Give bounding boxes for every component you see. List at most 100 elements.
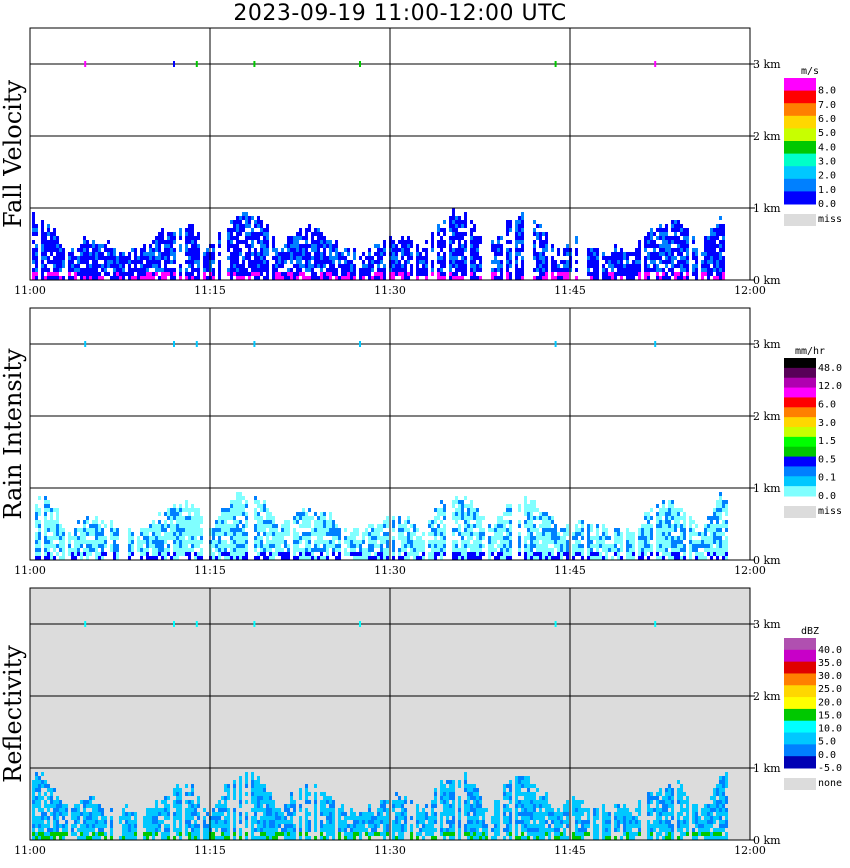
echo-cell [458, 836, 461, 840]
echo-cell [674, 528, 677, 532]
echo-cell [545, 268, 548, 272]
echo-cell [503, 828, 506, 832]
echo-cell [656, 504, 659, 508]
echo-cell [197, 816, 200, 820]
echo-cell [410, 268, 413, 272]
echo-cell [191, 828, 194, 832]
echo-cell [83, 524, 86, 528]
echo-cell [710, 248, 713, 252]
echo-cell [260, 828, 263, 832]
echo-cell [545, 520, 548, 524]
echo-cell [179, 528, 182, 532]
echo-cell [194, 824, 197, 828]
echo-cell [35, 820, 38, 824]
echo-cell [653, 268, 656, 272]
echo-cell [227, 228, 230, 232]
echo-cell [452, 792, 455, 796]
echo-cell [302, 248, 305, 252]
echo-cell [509, 836, 512, 840]
echo-cell [119, 820, 122, 824]
echo-cell [260, 832, 263, 836]
echo-cell [347, 824, 350, 828]
echo-cell [398, 836, 401, 840]
echo-cell [272, 804, 275, 808]
legend-swatch [784, 377, 816, 389]
echo-cell [269, 548, 272, 552]
echo-cell [275, 528, 278, 532]
echo-cell [179, 820, 182, 824]
echo-cell [659, 276, 662, 280]
echo-cell [194, 540, 197, 544]
echo-cell [356, 828, 359, 832]
echo-cell [380, 816, 383, 820]
echo-cell [233, 260, 236, 264]
echo-cell [326, 260, 329, 264]
echo-cell [443, 512, 446, 516]
echo-cell [146, 828, 149, 832]
echo-cell [473, 508, 476, 512]
echo-cell [713, 552, 716, 556]
echo-cell [65, 832, 68, 836]
echo-cell [83, 268, 86, 272]
echo-cell [449, 780, 452, 784]
echo-cell [233, 256, 236, 260]
echo-cell [503, 816, 506, 820]
echo-cell [308, 228, 311, 232]
echo-cell [476, 268, 479, 272]
echo-cell [263, 788, 266, 792]
echo-cell [689, 528, 692, 532]
y-tick-label: 0 km [753, 554, 781, 567]
echo-cell [515, 248, 518, 252]
echo-cell [533, 240, 536, 244]
echo-cell [482, 528, 485, 532]
echo-cell [719, 224, 722, 228]
echo-cell [233, 816, 236, 820]
echo-cell [134, 820, 137, 824]
echo-cell [458, 260, 461, 264]
echo-cell [143, 832, 146, 836]
echo-cell [203, 260, 206, 264]
echo-cell [614, 548, 617, 552]
echo-cell [83, 532, 86, 536]
echo-cell [506, 224, 509, 228]
echo-cell [230, 544, 233, 548]
echo-cell [56, 544, 59, 548]
echo-cell [290, 816, 293, 820]
echo-cell [311, 272, 314, 276]
echo-cell [551, 260, 554, 264]
echo-cell [566, 544, 569, 548]
echo-cell [257, 800, 260, 804]
echo-cell [41, 268, 44, 272]
echo-cell [182, 548, 185, 552]
echo-cell [158, 248, 161, 252]
echo-cell [410, 536, 413, 540]
echo-cell [458, 248, 461, 252]
echo-cell [602, 276, 605, 280]
echo-cell [275, 532, 278, 536]
echo-cell [251, 232, 254, 236]
echo-cell [194, 508, 197, 512]
echo-cell [401, 800, 404, 804]
echo-cell [227, 236, 230, 240]
echo-cell [257, 824, 260, 828]
echo-cell [410, 264, 413, 268]
echo-cell [47, 508, 50, 512]
echo-cell [500, 264, 503, 268]
echo-cell [491, 536, 494, 540]
echo-cell [164, 828, 167, 832]
echo-cell [542, 532, 545, 536]
echo-cell [695, 272, 698, 276]
echo-cell [185, 824, 188, 828]
echo-cell [374, 540, 377, 544]
echo-cell [38, 532, 41, 536]
echo-cell [515, 232, 518, 236]
echo-cell [56, 276, 59, 280]
echo-cell [236, 528, 239, 532]
echo-cell [494, 532, 497, 536]
echo-cell [431, 544, 434, 548]
echo-cell [77, 260, 80, 264]
echo-cell [398, 272, 401, 276]
echo-cell [530, 544, 533, 548]
echo-cell [527, 532, 530, 536]
echo-cell [38, 540, 41, 544]
